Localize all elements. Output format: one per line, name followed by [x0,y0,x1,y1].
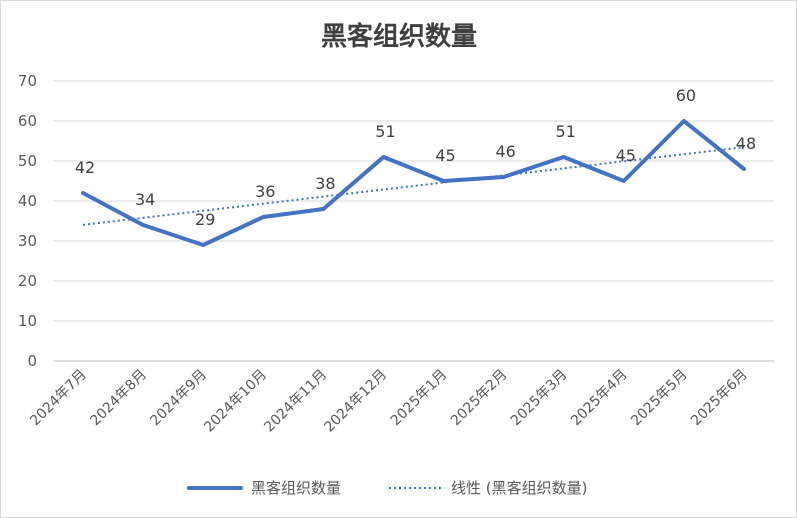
data-label: 51 [556,122,576,141]
x-tick-label: 2024年10月 [201,367,270,436]
x-tick-label: 2024年12月 [321,367,390,436]
x-tick-label: 2024年9月 [147,367,210,430]
data-label: 45 [616,146,636,165]
series-line [81,119,746,247]
chart-title: 黑客组织数量 [321,21,477,52]
y-axis-ticks: 0 10 20 30 40 50 60 70 [18,72,37,370]
y-tick-label: 30 [18,232,37,250]
data-label: 42 [75,158,95,177]
trendline [82,146,745,226]
data-label: 38 [315,174,335,193]
y-tick-label: 40 [18,192,37,210]
y-tick-label: 10 [18,312,37,330]
x-axis-ticks: 2024年7月2024年8月2024年9月2024年10月2024年11月202… [27,367,751,436]
y-tick-label: 50 [18,152,37,170]
x-tick-label: 2024年11月 [261,367,330,436]
data-label: 36 [255,182,275,201]
legend: 黑客组织数量 线性 (黑客组织数量) [187,479,587,497]
trendline-layer [82,146,745,226]
x-tick-label: 2025年1月 [388,367,451,430]
data-label: 46 [495,142,515,161]
x-tick-label: 2025年4月 [568,367,631,430]
legend-series-label: 黑客组织数量 [251,479,341,497]
series-layer [81,119,746,247]
y-tick-label: 20 [18,272,37,290]
x-tick-label: 2025年3月 [508,367,571,430]
data-label: 34 [135,190,155,209]
data-labels: 42 34 29 36 38 51 45 46 51 45 60 48 [75,86,756,229]
data-label: 48 [736,134,756,153]
data-label: 60 [676,86,696,105]
data-label: 29 [195,210,215,229]
y-tick-label: 70 [18,72,37,90]
data-label: 51 [375,122,395,141]
y-tick-label: 60 [18,112,37,130]
gridlines [53,80,774,362]
x-tick-label: 2025年6月 [688,367,751,430]
x-tick-label: 2025年5月 [628,367,691,430]
data-label: 45 [435,146,455,165]
x-tick-label: 2025年2月 [448,367,511,430]
x-tick-label: 2024年7月 [27,367,90,430]
x-tick-label: 2024年8月 [87,367,150,430]
legend-trendline-label: 线性 (黑客组织数量) [451,479,587,497]
y-tick-label: 0 [27,352,37,370]
